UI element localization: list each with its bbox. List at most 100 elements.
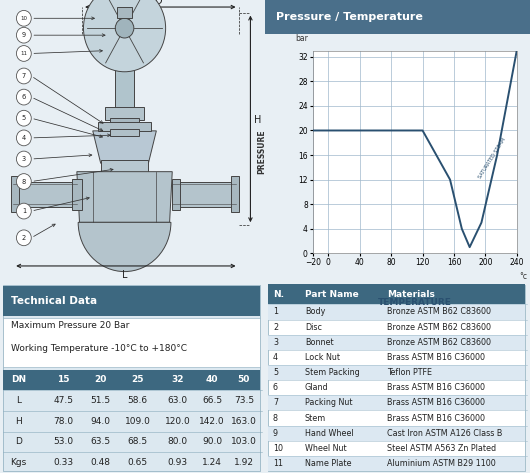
- Text: Materials: Materials: [387, 290, 435, 299]
- Text: 3: 3: [273, 338, 278, 347]
- Text: 2: 2: [273, 323, 278, 332]
- Text: 50: 50: [237, 376, 250, 385]
- FancyBboxPatch shape: [3, 369, 260, 390]
- FancyBboxPatch shape: [268, 426, 525, 441]
- Text: Brass ASTM B16 C36000: Brass ASTM B16 C36000: [387, 353, 485, 362]
- Text: 8: 8: [273, 413, 278, 422]
- Text: Teflon PTFE: Teflon PTFE: [387, 368, 432, 377]
- Text: 78.0: 78.0: [54, 417, 74, 426]
- Text: 25: 25: [131, 376, 144, 385]
- Text: 1.24: 1.24: [202, 458, 222, 467]
- Circle shape: [16, 10, 31, 26]
- Polygon shape: [93, 131, 156, 163]
- Text: 2: 2: [22, 235, 26, 241]
- Circle shape: [16, 89, 31, 105]
- Text: 4: 4: [273, 353, 278, 362]
- Text: DN: DN: [11, 376, 26, 385]
- Text: 5: 5: [273, 368, 278, 377]
- Text: Brass ASTM B16 C36000: Brass ASTM B16 C36000: [387, 398, 485, 407]
- Text: 0.48: 0.48: [91, 458, 111, 467]
- Text: 120.0: 120.0: [165, 417, 190, 426]
- Text: Packing Nut: Packing Nut: [305, 398, 352, 407]
- Text: 163.0: 163.0: [231, 417, 257, 426]
- Text: 51.5: 51.5: [91, 396, 111, 405]
- Text: 0.33: 0.33: [54, 458, 74, 467]
- Text: 1.92: 1.92: [234, 458, 254, 467]
- Bar: [172, 182, 238, 207]
- Text: 4: 4: [22, 135, 26, 141]
- Text: 7: 7: [273, 398, 278, 407]
- Text: 63.0: 63.0: [167, 396, 188, 405]
- Text: Working Temperature -10°C to +180°C: Working Temperature -10°C to +180°C: [11, 344, 187, 353]
- Circle shape: [16, 230, 31, 245]
- Text: 15: 15: [57, 376, 70, 385]
- Text: 47.5: 47.5: [54, 396, 74, 405]
- Text: Maximum Pressure 20 Bar: Maximum Pressure 20 Bar: [11, 321, 129, 330]
- Text: 3: 3: [22, 156, 26, 162]
- Text: 9: 9: [273, 429, 278, 438]
- Text: L: L: [122, 270, 127, 280]
- Text: 109.0: 109.0: [125, 417, 151, 426]
- Text: 1: 1: [22, 208, 26, 214]
- Text: 94.0: 94.0: [91, 417, 111, 426]
- Text: SATURATED STEAM: SATURATED STEAM: [478, 137, 507, 180]
- Text: TEMPERATURE: TEMPERATURE: [378, 298, 452, 307]
- FancyBboxPatch shape: [268, 365, 525, 380]
- Circle shape: [16, 203, 31, 219]
- FancyBboxPatch shape: [268, 305, 525, 320]
- Text: Steel ASTM A563 Zn Plated: Steel ASTM A563 Zn Plated: [387, 444, 496, 453]
- Text: 80.0: 80.0: [167, 438, 188, 447]
- Text: 32: 32: [171, 376, 184, 385]
- FancyBboxPatch shape: [268, 335, 525, 350]
- Text: Bronze ASTM B62 C83600: Bronze ASTM B62 C83600: [387, 307, 491, 316]
- Text: 10: 10: [20, 16, 28, 21]
- Text: 142.0: 142.0: [199, 417, 225, 426]
- FancyBboxPatch shape: [3, 286, 260, 316]
- Text: 0.93: 0.93: [167, 458, 188, 467]
- Text: Name Plate: Name Plate: [305, 459, 351, 468]
- Bar: [110, 118, 139, 125]
- Text: 6: 6: [273, 383, 278, 392]
- Text: 73.5: 73.5: [234, 396, 254, 405]
- Text: 20: 20: [94, 376, 107, 385]
- Text: 58.6: 58.6: [128, 396, 148, 405]
- Bar: [172, 179, 180, 210]
- Circle shape: [84, 0, 165, 72]
- Bar: [105, 107, 144, 120]
- Text: 1: 1: [273, 307, 278, 316]
- Text: Brass ASTM B16 C36000: Brass ASTM B16 C36000: [387, 383, 485, 392]
- Text: 103.0: 103.0: [231, 438, 257, 447]
- Bar: [98, 123, 151, 131]
- Circle shape: [16, 174, 31, 189]
- Text: L: L: [16, 396, 21, 405]
- Text: 7: 7: [22, 73, 26, 79]
- Text: Technical Data: Technical Data: [11, 296, 96, 306]
- Text: 40: 40: [206, 376, 218, 385]
- Text: Brass ASTM B16 C36000: Brass ASTM B16 C36000: [387, 413, 485, 422]
- Text: 53.0: 53.0: [54, 438, 74, 447]
- Text: Gland: Gland: [305, 383, 329, 392]
- Circle shape: [16, 68, 31, 84]
- FancyBboxPatch shape: [3, 318, 260, 367]
- FancyBboxPatch shape: [268, 284, 525, 305]
- Text: °c: °c: [519, 272, 527, 280]
- Text: Wheel Nut: Wheel Nut: [305, 444, 347, 453]
- Text: H: H: [254, 114, 262, 124]
- Text: H: H: [15, 417, 22, 426]
- Text: 90.0: 90.0: [202, 438, 222, 447]
- Wedge shape: [78, 222, 171, 272]
- Text: 9: 9: [22, 32, 26, 38]
- Bar: [11, 182, 77, 207]
- FancyBboxPatch shape: [268, 456, 525, 471]
- Text: 11: 11: [273, 459, 283, 468]
- Text: 11: 11: [20, 51, 28, 56]
- Text: Part Name: Part Name: [305, 290, 358, 299]
- Text: Body: Body: [305, 307, 325, 316]
- Text: 8: 8: [22, 178, 26, 184]
- Circle shape: [116, 18, 134, 38]
- Circle shape: [16, 45, 31, 61]
- Text: Pressure / Temperature: Pressure / Temperature: [276, 12, 422, 22]
- Text: Kgs: Kgs: [11, 458, 26, 467]
- Circle shape: [16, 151, 31, 167]
- Text: Aluminium ASTM B29 1100: Aluminium ASTM B29 1100: [387, 459, 496, 468]
